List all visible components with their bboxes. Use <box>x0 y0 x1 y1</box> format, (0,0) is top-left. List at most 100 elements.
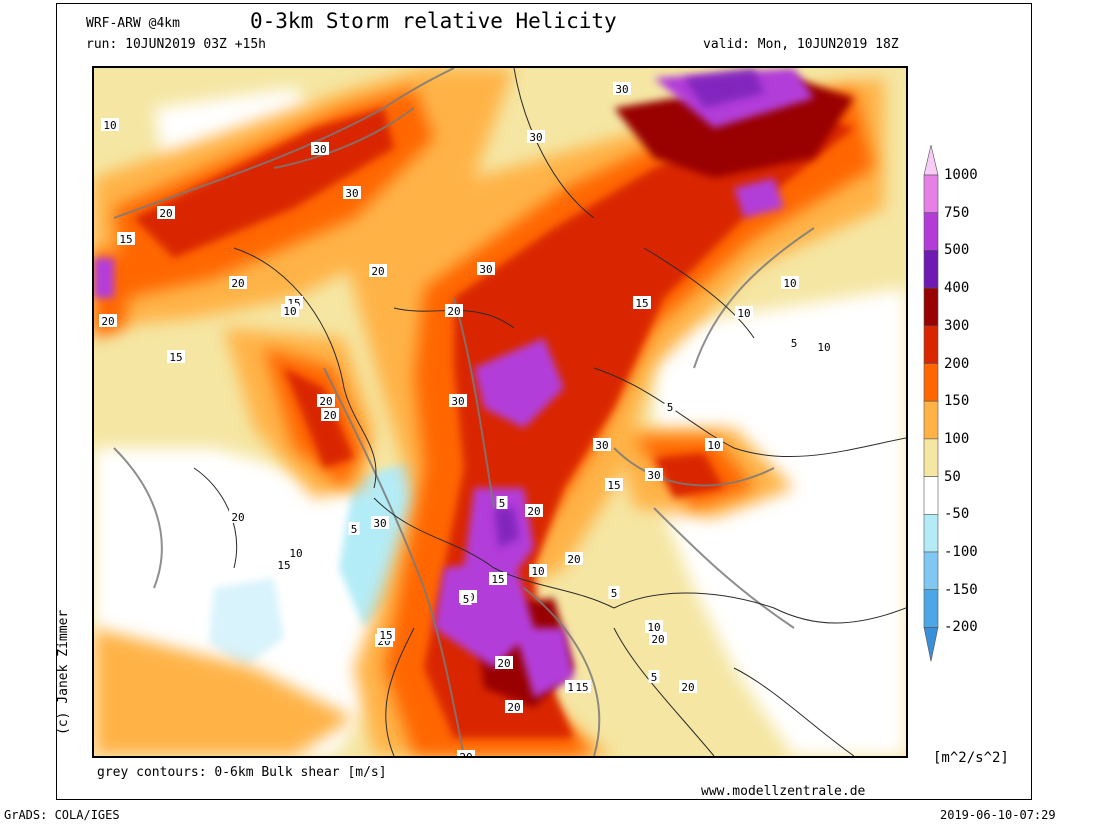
contour-label: 15 <box>117 232 135 246</box>
contour-label: 15 <box>633 296 651 310</box>
colorbar-label: 750 <box>944 204 970 221</box>
svg-text:30: 30 <box>451 395 464 408</box>
svg-text:20: 20 <box>681 681 694 694</box>
contour-label: 5 <box>348 522 360 536</box>
contour-label: 20 <box>157 206 175 220</box>
svg-text:20: 20 <box>459 751 472 756</box>
svg-text:15: 15 <box>575 681 588 694</box>
colorbar-swatch <box>923 212 939 251</box>
contour-label: 30 <box>343 186 361 200</box>
colorbar-swatch <box>923 325 939 364</box>
svg-text:20: 20 <box>371 265 384 278</box>
svg-text:30: 30 <box>345 187 358 200</box>
contour-label: 30 <box>593 438 611 452</box>
svg-text:5: 5 <box>351 523 358 536</box>
svg-text:15: 15 <box>491 573 504 586</box>
svg-text:30: 30 <box>373 517 386 530</box>
model-label: WRF-ARW @4km <box>86 16 180 31</box>
svg-text:10: 10 <box>817 341 830 354</box>
colorbar-label: 50 <box>944 468 961 485</box>
colorbar-label: -50 <box>944 506 970 523</box>
timestamp-label: 2019-06-10-07:29 <box>940 808 1056 822</box>
contour-label: 20 <box>317 394 335 408</box>
svg-text:10: 10 <box>283 305 296 318</box>
colorbar-label: 100 <box>944 430 970 447</box>
colorbar-top-triangle <box>923 145 939 176</box>
svg-text:20: 20 <box>159 207 172 220</box>
contour-label: 30 <box>527 130 545 144</box>
contour-label: 10 <box>101 118 119 132</box>
svg-text:10: 10 <box>647 621 660 634</box>
contour-label: 20 <box>495 656 513 670</box>
contour-label: 20 <box>565 552 583 566</box>
contour-label: 10 <box>645 620 663 634</box>
colorbar-swatch <box>923 287 939 327</box>
svg-text:15: 15 <box>119 233 132 246</box>
contour-label: 20 <box>525 504 543 518</box>
contour-label: 5 <box>608 586 620 600</box>
contour-label: 20 <box>229 510 247 524</box>
contour-label: 20 <box>445 304 463 318</box>
svg-text:30: 30 <box>647 469 660 482</box>
svg-text:30: 30 <box>479 263 492 276</box>
contour-label: 10 <box>529 564 547 578</box>
colorbar-label: -200 <box>944 619 978 636</box>
contour-label: 30 <box>371 516 389 530</box>
colorbar-swatch <box>923 250 939 289</box>
contour-label: 15 <box>489 572 507 586</box>
svg-text:10: 10 <box>289 547 302 560</box>
colorbar-label: -100 <box>944 544 978 560</box>
units-label: [m^2/s^2] <box>933 750 1009 766</box>
contour-label: 20 <box>229 276 247 290</box>
contour-label: 10 <box>705 438 723 452</box>
svg-text:20: 20 <box>323 409 336 422</box>
contour-label: 15 <box>573 680 591 694</box>
svg-text:5: 5 <box>651 671 658 684</box>
svg-text:15: 15 <box>607 479 620 492</box>
svg-text:15: 15 <box>277 559 290 572</box>
contour-label: 20 <box>679 680 697 694</box>
contour-label: 20 <box>321 408 339 422</box>
colorbar-bottom-triangle <box>923 627 939 662</box>
svg-text:20: 20 <box>101 315 114 328</box>
contour-label: 15 <box>275 558 293 572</box>
svg-text:5: 5 <box>667 401 674 414</box>
contour-label: 10 <box>735 306 753 320</box>
colorbar-label: 150 <box>944 393 970 410</box>
svg-text:15: 15 <box>169 351 182 364</box>
contour-label: 10 <box>781 276 799 290</box>
svg-text:15: 15 <box>635 297 648 310</box>
svg-text:20: 20 <box>319 395 332 408</box>
contour-label: 15 <box>377 628 395 642</box>
contour-label: 20 <box>505 700 523 714</box>
contour-label: 5 <box>648 670 660 684</box>
colorbar-swatch <box>923 174 939 214</box>
colorbar-label: -150 <box>944 581 978 598</box>
svg-text:20: 20 <box>447 305 460 318</box>
contour-label: 5 <box>460 592 472 606</box>
contour-label: 20 <box>369 264 387 278</box>
svg-text:10: 10 <box>531 565 544 578</box>
contour-label: 15 <box>605 478 623 492</box>
colorbar-label: 400 <box>944 280 970 297</box>
colorbar-label: 300 <box>944 317 970 334</box>
colorbar-swatch <box>923 589 939 628</box>
svg-text:20: 20 <box>527 505 540 518</box>
svg-text:20: 20 <box>507 701 520 714</box>
colorbar-swatch <box>923 476 939 515</box>
contour-label: 5 <box>496 496 508 510</box>
svg-text:10: 10 <box>103 119 116 132</box>
contour-label: 20 <box>649 632 667 646</box>
contour-label: 15 <box>167 350 185 364</box>
contour-label: 30 <box>645 468 663 482</box>
svg-text:20: 20 <box>231 511 244 524</box>
colorbar-label: 1000 <box>944 167 978 183</box>
colorbar-swatch <box>923 438 939 477</box>
colorbar-label: 200 <box>944 355 970 372</box>
svg-text:5: 5 <box>463 593 470 606</box>
colorbar-swatch <box>923 363 939 402</box>
helicity-map: 10 30 30 20 15 20 15 20 15 20 30 20 10 20 15 30 30 30 20 20… <box>92 66 908 758</box>
svg-text:5: 5 <box>499 497 506 510</box>
